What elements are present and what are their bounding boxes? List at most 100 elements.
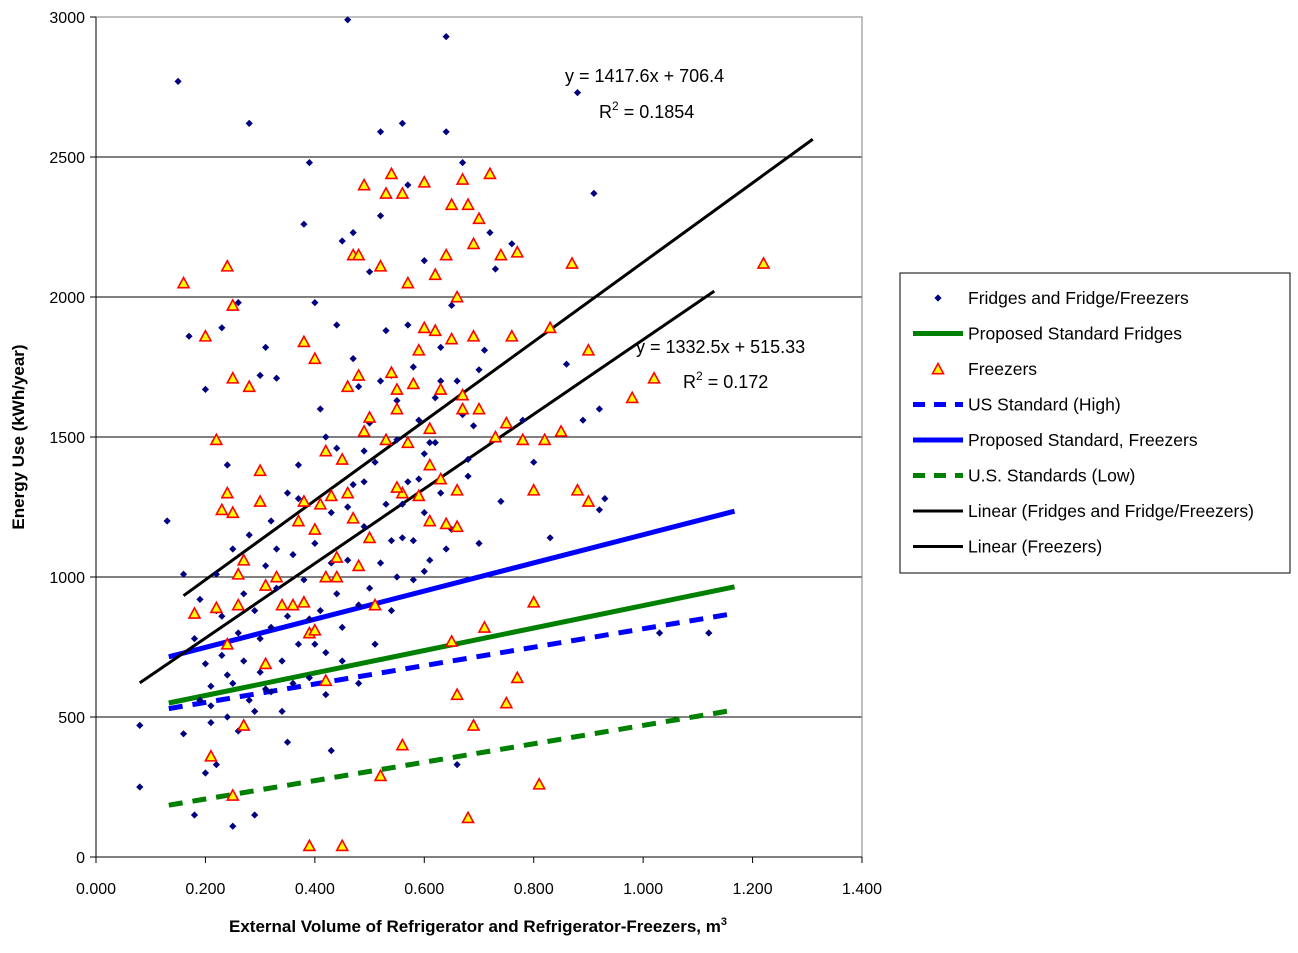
fridge-data-point (371, 458, 379, 466)
freezer-data-point (472, 401, 486, 415)
fridge-data-point (546, 534, 554, 542)
fridge-data-point (420, 509, 428, 517)
freezer-data-point (483, 166, 497, 180)
freezer-data-point (494, 247, 508, 261)
fridge-data-point (393, 397, 401, 405)
legend-label: US Standard (High) (968, 395, 1121, 415)
freezer-data-point (335, 452, 350, 465)
freezer-data-point (362, 410, 377, 423)
fridge-data-point (251, 607, 259, 615)
fridge-data-point (344, 556, 352, 564)
fridge-data-point (190, 811, 199, 819)
fridge-data-point (355, 383, 363, 391)
freezer-data-point (411, 488, 426, 502)
tick-labels: 0 500 1000 1500 2000 2500 3000 0.000 0.200 0.400 0… (49, 10, 882, 898)
freezer-data-point (351, 368, 366, 381)
x-tick-label: 0.400 (295, 881, 335, 898)
fridge-data-point (207, 719, 215, 727)
fridge-data-point (409, 576, 417, 584)
freezer-data-point (444, 634, 459, 647)
us-standard-high-line (168, 610, 735, 712)
fridge-data-point (338, 657, 346, 665)
fridge-data-point (267, 688, 275, 696)
fridge-data-point (573, 89, 582, 97)
regression-equation-freezers: y = 1332.5x + 515.33 (636, 337, 805, 357)
fridge-data-point (387, 537, 396, 545)
freezer-data-point (318, 569, 333, 583)
freezer-data-point (198, 329, 213, 342)
freezer-data-point (433, 382, 448, 395)
fridge-data-point (179, 730, 188, 738)
fridge-data-point (458, 159, 467, 167)
legend: Fridges and Fridge/Freezers Proposed Stan… (899, 272, 1291, 574)
x-tick-label: 1.400 (842, 881, 882, 898)
fridge-data-point (327, 509, 335, 517)
fridge-data-point (409, 363, 417, 371)
freezer-data-point (379, 432, 393, 446)
freezer-data-point (275, 597, 289, 611)
y-tick-label: 1500 (49, 430, 85, 447)
fridge-data-point (322, 433, 330, 441)
fridge-data-point (229, 679, 237, 687)
freezer-data-point (384, 365, 399, 379)
fridge-data-point (398, 534, 406, 542)
x-tick-label: 0.800 (514, 881, 554, 898)
fridge-data-point (344, 16, 352, 24)
freezer-data-point (428, 323, 443, 337)
fridge-data-point (278, 657, 286, 665)
freezer-data-point (308, 522, 322, 535)
fridge-data-point (437, 489, 445, 497)
freezer-data-point (450, 687, 464, 701)
fridge-data-point (420, 567, 428, 575)
freezer-data-point (439, 516, 454, 530)
fridge-data-point (404, 478, 412, 486)
freezer-data-point (581, 494, 596, 507)
freezer-data-point (340, 485, 355, 499)
freezer-data-point (242, 379, 257, 393)
fridge-data-point (245, 119, 253, 127)
fridge-data-point (562, 360, 571, 368)
fridge-data-point (491, 265, 500, 273)
freezer-data-point (220, 637, 235, 650)
fridge-data-point (464, 455, 472, 463)
fridge-data-point (256, 371, 264, 379)
freezer-data-point (390, 401, 404, 415)
fridge-data-point (322, 691, 330, 699)
fridge-data-point (267, 623, 275, 631)
fridge-data-point (404, 181, 412, 189)
fridge-data-point (262, 562, 270, 570)
freezer-data-point (390, 480, 404, 493)
freezer-data-point (220, 259, 235, 272)
series-lines (138, 138, 814, 808)
freezer-data-point (466, 329, 481, 342)
fridge-data-point (196, 696, 204, 704)
fridge-data-point (245, 696, 253, 704)
fridge-data-point (431, 394, 439, 402)
fridge-data-point (218, 612, 226, 620)
fridge-data-point (305, 674, 313, 682)
freezer-data-point (231, 597, 246, 611)
legend-swatch-fridges (934, 294, 942, 302)
freezer-data-point (373, 768, 388, 782)
freezer-data-point (209, 600, 224, 614)
fridge-data-point (398, 119, 406, 127)
fridge-data-point (327, 747, 335, 755)
fridge-data-point (349, 481, 357, 489)
freezer-data-point (510, 245, 525, 258)
freezer-data-point (472, 211, 486, 225)
freezer-data-point (433, 471, 448, 485)
x-axis-title: External Volume of Refrigerator and Refr… (229, 916, 727, 936)
freezer-data-point (526, 595, 541, 608)
fridge-data-point (251, 811, 259, 819)
fridge-data-point (376, 128, 385, 136)
freezer-data-point (329, 550, 344, 563)
freezer-data-point (466, 236, 481, 250)
fridge-data-point (595, 405, 603, 413)
freezer-data-point (417, 320, 432, 334)
r-squared-freezers: R2 = 0.172 (683, 369, 768, 392)
fridge-data-point (289, 679, 297, 687)
fridge-data-point (201, 385, 210, 393)
fridge-data-point (207, 702, 215, 710)
legend-swatch-freezers (931, 361, 945, 375)
